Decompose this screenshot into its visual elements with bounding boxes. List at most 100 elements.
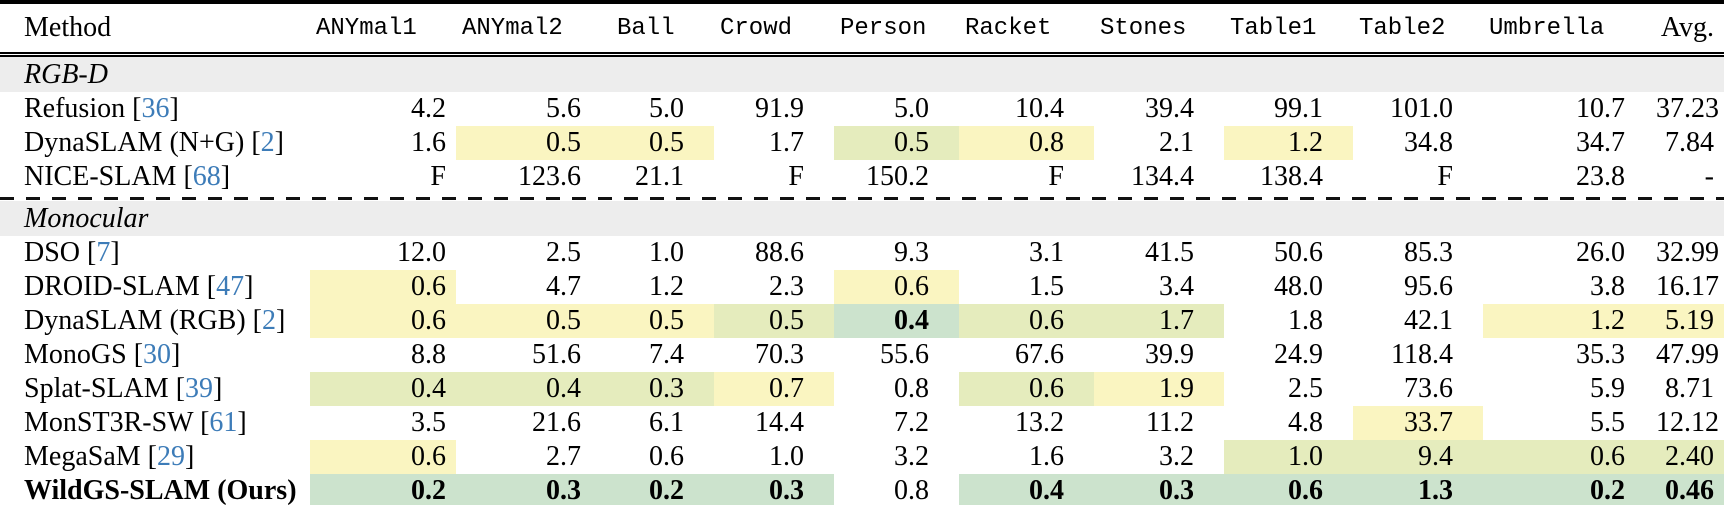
section-row-monocular: Monocular — [0, 201, 1724, 236]
value-cell: 0.4 — [456, 372, 611, 406]
section-label: Monocular — [0, 201, 1724, 236]
method-label: NICE-SLAM — [24, 161, 177, 192]
value-cell: 5.5 — [1590, 407, 1625, 438]
value-cell: 0.5 — [611, 304, 714, 338]
section-label: RGB-D — [0, 54, 1724, 92]
citation-link[interactable]: 29 — [156, 441, 185, 472]
column-header-umbrella: Umbrella — [1483, 2, 1655, 57]
section-row-rgb-d: RGB-D — [0, 54, 1724, 92]
row-dso: DSO [7] 12.0 2.5 1.0 88.6 9.3 3.1 41.5 50.6 85.3 2… — [0, 236, 1724, 270]
value-cell: 10.4 — [1015, 93, 1064, 124]
cite-bracket-open: [ — [244, 127, 261, 158]
value-cell: 47.99 — [1656, 339, 1719, 370]
value-cell: 1.5 — [1029, 271, 1064, 302]
value-cell: 0.6 — [310, 304, 456, 338]
value-cell: F — [430, 161, 446, 192]
citation-link[interactable]: 47 — [216, 271, 245, 302]
value-cell: 1.2 — [1224, 126, 1353, 160]
method-label: DynaSLAM (RGB) — [24, 305, 246, 336]
value-cell: 21.6 — [532, 407, 581, 438]
method-label: DSO — [24, 237, 81, 268]
value-cell: 0.3 — [714, 474, 834, 505]
cite-bracket-open: [ — [199, 271, 217, 302]
value-cell: 1.9 — [1094, 372, 1224, 406]
value-cell: 9.4 — [1353, 440, 1483, 474]
value-cell: 134.4 — [1131, 161, 1194, 192]
value-cell: 0.6 — [310, 270, 456, 304]
citation-link[interactable]: 68 — [192, 161, 221, 192]
method-label: DynaSLAM (N+G) — [24, 127, 245, 158]
value-cell: 8.8 — [411, 339, 446, 370]
value-cell: 0.6 — [834, 270, 959, 304]
value-cell: 95.6 — [1404, 271, 1453, 302]
value-cell: 0.4 — [310, 372, 456, 406]
method-cell: WildGS-SLAM (Ours) — [0, 474, 310, 505]
citation-link[interactable]: 39 — [185, 373, 214, 404]
value-cell: 1.2 — [1483, 304, 1655, 338]
value-cell: 0.5 — [714, 304, 834, 338]
method-cell: MonST3R-SW [61] — [0, 406, 310, 440]
value-cell: 48.0 — [1274, 271, 1323, 302]
cite-bracket-close: ] — [110, 237, 120, 268]
value-cell: 34.8 — [1404, 127, 1453, 158]
value-cell: 23.8 — [1576, 161, 1625, 192]
value-cell: 3.4 — [1159, 271, 1194, 302]
value-cell: 7.2 — [894, 407, 929, 438]
cite-bracket-open: [ — [125, 93, 142, 124]
value-cell: 7.4 — [649, 339, 684, 370]
cite-bracket-close: ] — [169, 93, 179, 124]
value-cell: 91.9 — [755, 93, 804, 124]
value-cell: 2.5 — [1288, 373, 1323, 404]
table-header: Method ANYmal1 ANYmal2 Ball Crowd Person Racke… — [0, 2, 1724, 57]
column-header-anymal2: ANYmal2 — [456, 2, 611, 57]
value-cell: 39.9 — [1145, 339, 1194, 370]
value-cell: 55.6 — [880, 339, 929, 370]
value-cell: 2.3 — [769, 271, 804, 302]
cite-bracket-open: [ — [168, 373, 186, 404]
column-header-method: Method — [0, 2, 310, 57]
method-label: Splat-SLAM — [24, 373, 169, 404]
value-cell: 6.1 — [649, 407, 684, 438]
value-cell: 1.0 — [1224, 440, 1353, 474]
value-cell: 0.8 — [959, 126, 1094, 160]
value-cell: F — [1048, 161, 1064, 192]
value-cell: 0.6 — [310, 440, 456, 474]
value-cell: 4.8 — [1288, 407, 1323, 438]
citation-link[interactable]: 36 — [141, 93, 170, 124]
method-label: MegaSaM — [24, 441, 141, 472]
value-cell: 32.99 — [1656, 237, 1719, 268]
value-cell: 3.2 — [1159, 441, 1194, 472]
value-cell: 2.7 — [546, 441, 581, 472]
citation-link[interactable]: 30 — [143, 339, 172, 370]
cite-bracket-open: [ — [176, 161, 193, 192]
value-cell: 1.0 — [769, 441, 804, 472]
value-cell: 37.23 — [1656, 93, 1719, 124]
value-cell: 1.6 — [411, 127, 446, 158]
value-cell: 3.2 — [894, 441, 929, 472]
value-cell: 42.1 — [1404, 305, 1453, 336]
value-cell: 0.5 — [834, 126, 959, 160]
value-cell: 0.6 — [959, 304, 1094, 338]
citation-link[interactable]: 61 — [209, 407, 238, 438]
value-cell: 33.7 — [1353, 406, 1483, 440]
row-nice-slam: NICE-SLAM [68] F 123.6 21.1 F 150.2 F 134.4 138.… — [0, 160, 1724, 194]
row-monogs: MonoGS [30] 8.8 51.6 7.4 70.3 55.6 67.6 39.9 24.… — [0, 338, 1724, 372]
value-cell: 1.3 — [1353, 474, 1483, 505]
citation-link[interactable]: 7 — [96, 237, 111, 268]
citation-link[interactable]: 2 — [262, 305, 276, 336]
value-cell: 39.4 — [1145, 93, 1194, 124]
method-cell: DynaSLAM (RGB) [2] — [0, 304, 310, 338]
citation-link[interactable]: 2 — [260, 127, 275, 158]
method-cell: DROID-SLAM [47] — [0, 270, 310, 304]
value-cell: 2.5 — [546, 237, 581, 268]
column-header-anymal1: ANYmal1 — [310, 2, 456, 57]
section-divider — [0, 194, 1724, 201]
value-cell: 0.2 — [611, 474, 714, 505]
value-cell: 1.8 — [1288, 305, 1323, 336]
value-cell: 21.1 — [635, 161, 684, 192]
cite-bracket-open: [ — [80, 237, 97, 268]
value-cell: 50.6 — [1274, 237, 1323, 268]
method-cell: MonoGS [30] — [0, 338, 310, 372]
value-cell: 123.6 — [518, 161, 581, 192]
row-megasam: MegaSaM [29] 0.6 2.7 0.6 1.0 3.2 1.6 3.2 1.0 9.4 0… — [0, 440, 1724, 474]
